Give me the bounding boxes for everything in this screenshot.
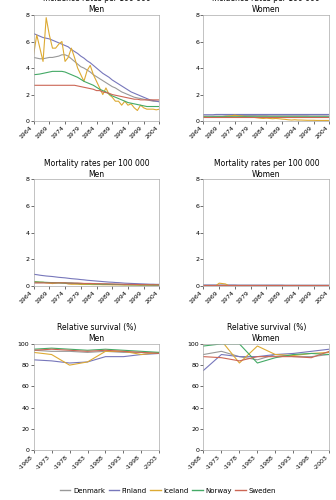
Title: Mortality rates per 100 000
Men: Mortality rates per 100 000 Men xyxy=(44,158,149,178)
Title: Incidence rates per 100 000
Men: Incidence rates per 100 000 Men xyxy=(43,0,151,14)
Title: Relative survival (%)
Women: Relative survival (%) Women xyxy=(227,323,306,343)
Legend: Denmark, Finland, Iceland, Norway, Sweden: Denmark, Finland, Iceland, Norway, Swede… xyxy=(57,485,279,496)
Title: Incidence rates per 100 000
Women: Incidence rates per 100 000 Women xyxy=(212,0,320,14)
Title: Relative survival (%)
Men: Relative survival (%) Men xyxy=(57,323,136,343)
Title: Mortality rates per 100 000
Women: Mortality rates per 100 000 Women xyxy=(214,158,319,178)
